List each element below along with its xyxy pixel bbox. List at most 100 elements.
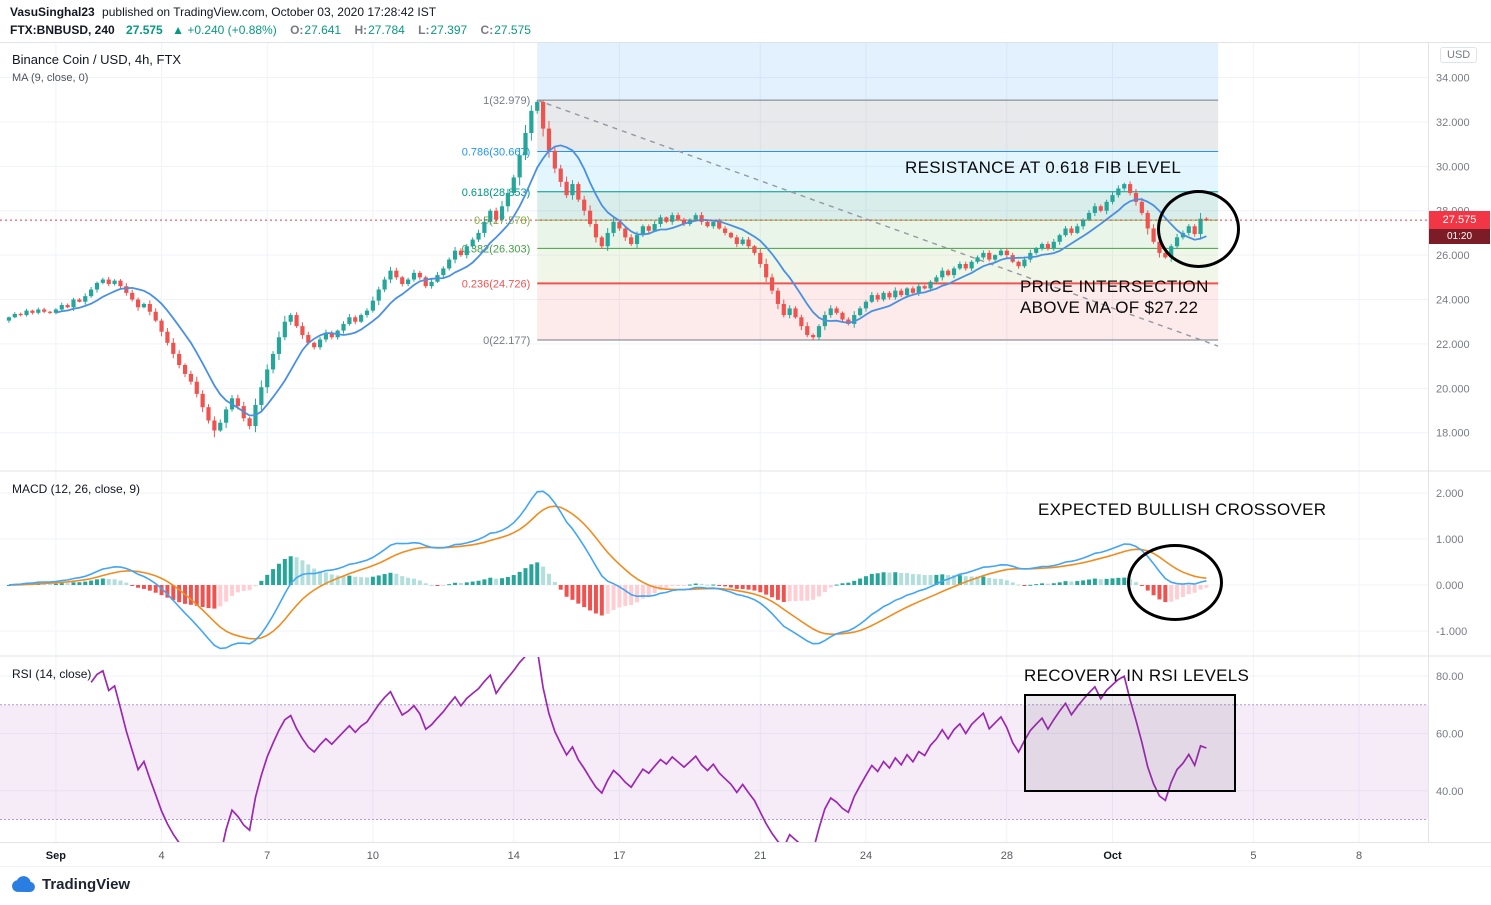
ma-line [55,144,1207,417]
candle-body [699,215,704,222]
price-axis-label[interactable]: 20.000 [1436,383,1470,395]
macd-hist-bar [1116,577,1121,585]
price-axis-label[interactable]: 24.000 [1436,295,1470,307]
candle-body [664,217,669,222]
candle-body [65,305,70,308]
macd-hist-bar [247,585,252,591]
candle-body [24,310,29,316]
price-axis-label[interactable]: 18.000 [1436,428,1470,440]
candle-body [359,315,364,322]
price-axis-label[interactable]: 22.000 [1436,339,1470,351]
annotation-macd-text[interactable]: EXPECTED BULLISH CROSSOVER [1038,500,1327,519]
macd-hist-bar [65,583,70,585]
candle-body [1075,226,1080,233]
ma-legend[interactable]: MA (9, close, 0) [12,72,89,84]
candle-body [728,232,734,238]
candle-body [265,369,270,388]
macd-hist-bar [605,585,610,614]
rsi-axis-label[interactable]: 80.00 [1436,671,1464,683]
macd-hist-bar [881,572,886,585]
candle-body [681,219,687,225]
candle-body [12,313,17,318]
annotation-macd-ellipse[interactable] [1127,544,1223,621]
annotation-intersection-text[interactable]: PRICE INTERSECTION ABOVE MA OF $27.22 [1020,276,1209,318]
annotation-rsi-rectangle[interactable] [1024,694,1236,792]
rsi-axis-label[interactable]: 40.00 [1436,786,1464,798]
candle-body [1157,241,1162,253]
macd-legend[interactable]: MACD (12, 26, close, 9) [12,482,141,496]
price-axis-label[interactable]: 26.000 [1436,250,1470,262]
candle-body [441,268,446,276]
candle-body [42,309,47,312]
candle-body [206,407,211,421]
macd-hist-bar [288,556,293,585]
macd-axis-label[interactable]: 1.000 [1436,534,1464,546]
current-price-badge[interactable]: 27.575 01:20 [1429,211,1490,244]
macd-hist-bar [488,577,493,585]
candle-body [611,221,616,233]
currency-toggle[interactable]: USD [1440,47,1478,63]
candle-body [36,309,41,313]
symbol-legend[interactable]: Binance Coin / USD, 4h, FTX [12,52,182,67]
candle-body [904,288,910,296]
macd-hist-bar [799,585,804,601]
trendline-dashed[interactable] [536,99,1219,347]
candle-body [235,398,240,407]
time-axis-label[interactable]: 4 [158,850,164,862]
macd-hist-bar [48,583,53,585]
time-axis-label[interactable]: 5 [1250,850,1256,862]
time-axis-label[interactable]: 14 [508,850,520,862]
macd-hist-bar [981,576,986,585]
macd-hist-bar [957,575,962,585]
time-axis-label[interactable]: 24 [860,850,872,862]
macd-axis-label[interactable]: 0.000 [1436,580,1464,592]
candle-body [300,326,305,336]
chart-canvas[interactable]: 1(32.979)0.786(30.667)0.618(28.853)0.5(2… [0,42,1491,866]
candle-body [529,110,534,134]
macd-hist-bar [417,580,422,585]
candle-body [946,270,951,276]
macd-hist-bar [259,580,264,585]
author-name[interactable]: VasuSinghal23 [10,5,95,19]
candle-body [417,272,422,278]
macd-hist-bar [112,579,117,585]
candle-body [605,232,610,247]
time-axis-label[interactable]: 8 [1356,850,1362,862]
time-axis-label[interactable]: 7 [264,850,270,862]
macd-axis-label[interactable]: 2.000 [1436,488,1464,500]
macd-hist-bar [517,571,522,585]
macd-hist-bar [1122,577,1127,585]
rsi-line [90,657,1207,842]
time-axis-label[interactable]: Oct [1103,850,1122,862]
annotation-resistance-text[interactable]: RESISTANCE AT 0.618 FIB LEVEL [905,158,1182,177]
candle-body [934,277,939,282]
time-axis-label[interactable]: 28 [1001,850,1013,862]
time-axis-label[interactable]: 17 [613,850,625,862]
candle-body [640,226,645,236]
candle-body [177,353,182,366]
candle-body [576,184,581,200]
symbol-title[interactable]: FTX:BNBUSD, 240 [10,23,115,37]
candle-body [194,381,199,394]
macd-hist-bar [928,575,933,585]
macd-axis-label[interactable]: -1.000 [1436,626,1467,638]
macd-hist-bar [411,578,416,585]
time-axis-label[interactable]: 21 [754,850,766,862]
last-price: 27.575 [126,23,163,37]
rsi-legend[interactable]: RSI (14, close) [12,667,92,681]
fib-level-label: 0(22.177) [483,335,530,347]
price-axis-label[interactable]: 34.000 [1436,73,1470,85]
tradingview-logo[interactable]: TradingView [10,875,130,893]
rsi-axis-label[interactable]: 60.00 [1436,728,1464,740]
time-axis-label[interactable]: Sep [46,850,66,862]
macd-hist-bar [312,568,317,585]
macd-hist-bar [382,574,387,585]
annotation-price-ellipse[interactable] [1157,190,1240,268]
annotation-rsi-text[interactable]: RECOVERY IN RSI LEVELS [1024,666,1250,685]
price-axis-label[interactable]: 32.000 [1436,117,1470,129]
price-axis-label[interactable]: 30.000 [1436,161,1470,173]
macd-hist-bar [306,564,311,585]
macd-hist-bar [241,585,246,591]
time-axis-label[interactable]: 10 [367,850,379,862]
candle-body [53,309,58,313]
